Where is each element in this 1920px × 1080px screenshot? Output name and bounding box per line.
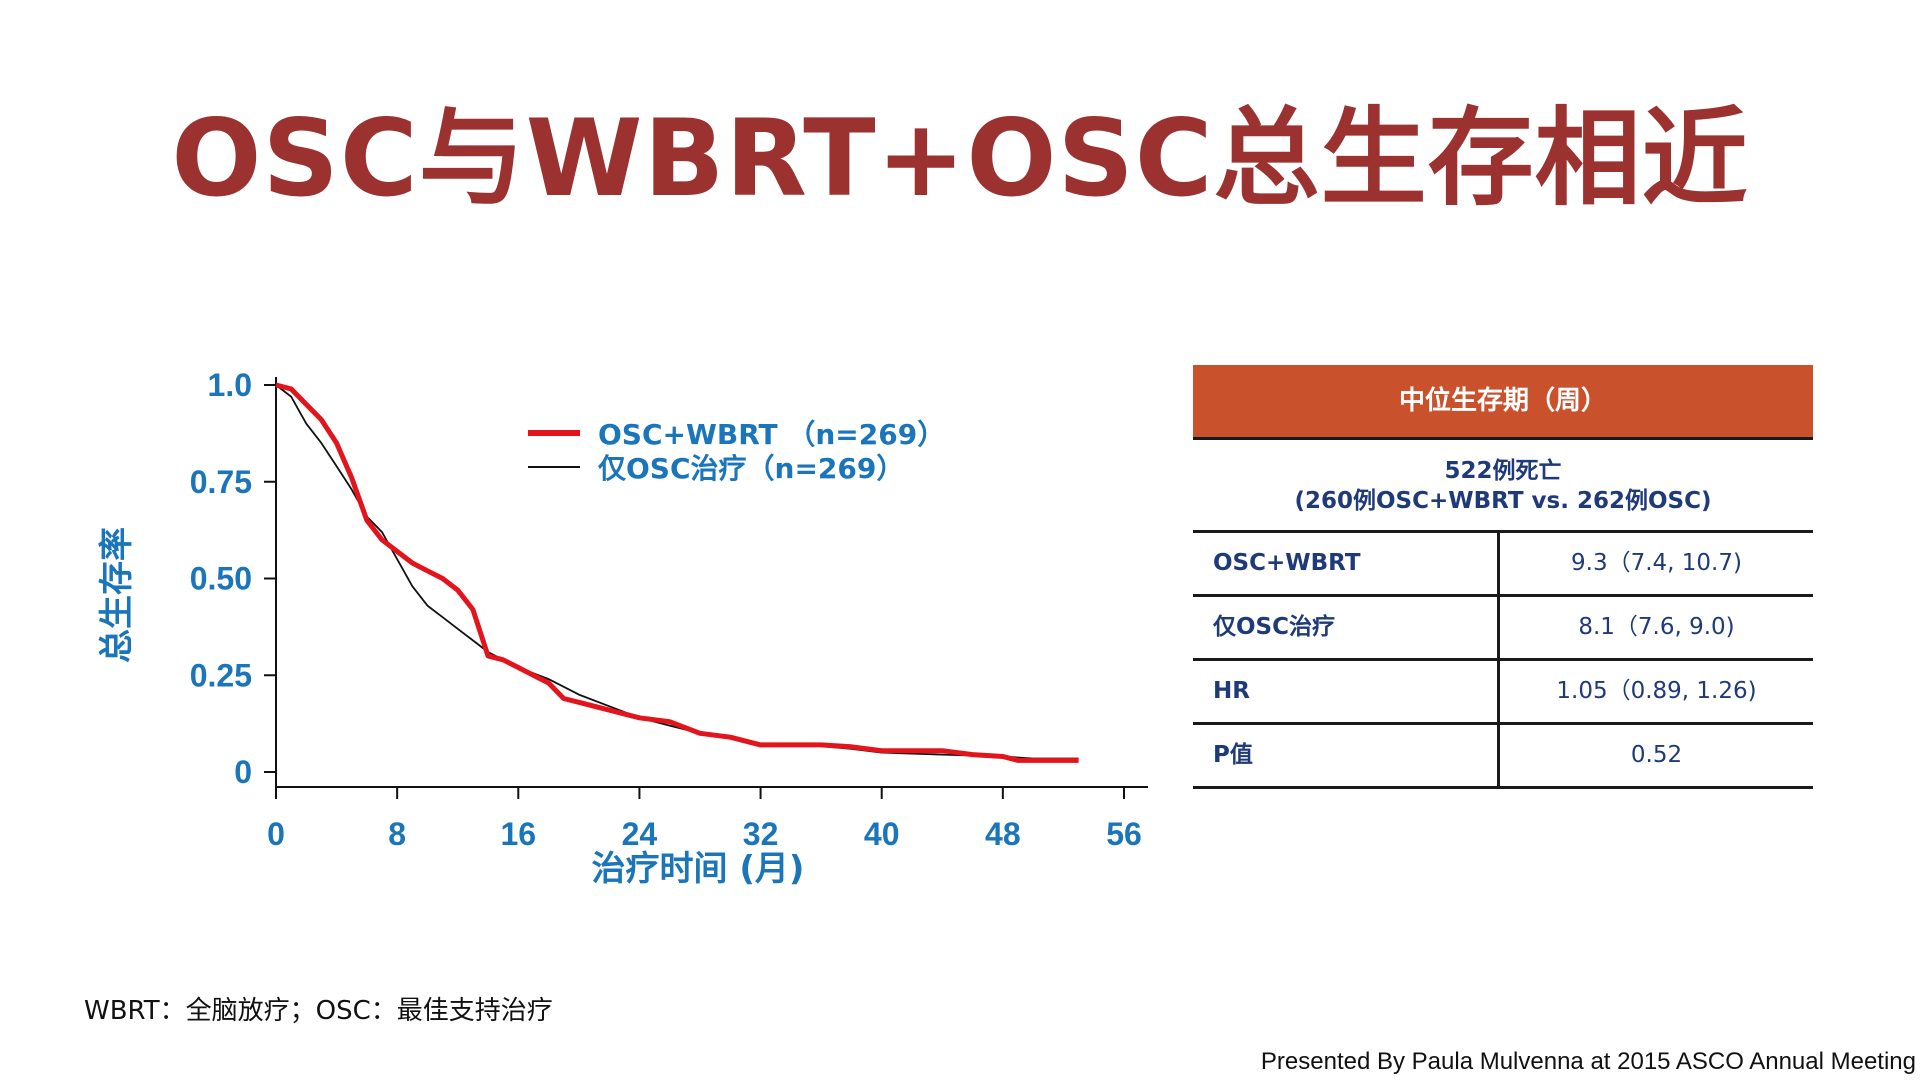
legend-label-osc-only: 仅OSC治疗（n=269）: [598, 452, 904, 485]
y-tick-label: 1.0: [208, 367, 252, 403]
row-label: P值: [1193, 725, 1500, 786]
x-axis-ticks: 0 8 16 24 32 40 48 56: [267, 787, 1142, 852]
table-subheader: 522例死亡 (260例OSC+WBRT vs. 262例OSC): [1193, 440, 1813, 533]
slide-title: OSC与WBRT+OSC总生存相近: [171, 97, 1749, 220]
series-layer: [275, 382, 1079, 763]
row-value: 9.3（7.4, 10.7): [1571, 550, 1742, 576]
x-tick-label: 56: [1106, 816, 1142, 852]
x-tick-label: 48: [985, 816, 1021, 852]
y-axis-title: 总生存率: [97, 527, 137, 663]
row-value: 0.52: [1630, 742, 1683, 768]
y-tick-label: 0: [234, 754, 252, 790]
x-tick-label: 40: [864, 816, 900, 852]
table-row-osc-wbrt: OSC+WBRT 9.3（7.4, 10.7): [1193, 533, 1813, 597]
series-line-osc-wbrt: [275, 382, 1079, 763]
row-label: OSC+WBRT: [1193, 533, 1500, 594]
row-label: HR: [1193, 661, 1500, 722]
median-survival-table: 中位生存期（周） 522例死亡 (260例OSC+WBRT vs. 262例OS…: [1193, 365, 1813, 789]
table-row-p-value: P值 0.52: [1193, 725, 1813, 789]
x-tick-label: 24: [622, 816, 658, 852]
subheader-breakdown: (260例OSC+WBRT vs. 262例OSC): [1294, 488, 1712, 514]
row-label: 仅OSC治疗: [1193, 597, 1500, 658]
x-tick-label: 16: [500, 816, 536, 852]
table-header: 中位生存期（周）: [1193, 365, 1813, 440]
survival-chart: 0 0.25 0.50 0.75 1.0 0 8 16 24 32 40 48 56 总生存率 治疗时…: [97, 367, 1148, 889]
y-tick-label: 0.25: [190, 657, 252, 693]
legend: OSC+WBRT （n=269） 仅OSC治疗（n=269）: [528, 418, 945, 485]
legend-label-osc-wbrt: OSC+WBRT （n=269）: [598, 418, 945, 451]
y-tick-label: 0.75: [190, 464, 252, 500]
y-axis-ticks: 0 0.25 0.50 0.75 1.0: [190, 367, 276, 790]
x-tick-label: 8: [388, 816, 406, 852]
x-tick-label: 0: [267, 816, 285, 852]
row-value: 1.05（0.89, 1.26): [1556, 678, 1757, 704]
footnote: WBRT：全脑放疗；OSC：最佳支持治疗: [84, 996, 553, 1026]
y-tick-label: 0.50: [190, 561, 252, 597]
table-row-hr: HR 1.05（0.89, 1.26): [1193, 661, 1813, 725]
x-axis-title: 治疗时间 (月): [592, 849, 805, 889]
x-tick-label: 32: [743, 816, 779, 852]
subheader-deaths: 522例死亡: [1444, 458, 1562, 484]
table-row-osc-only: 仅OSC治疗 8.1（7.6, 9.0): [1193, 597, 1813, 661]
row-value: 8.1（7.6, 9.0): [1578, 614, 1735, 640]
presenter-credit: Presented By Paula Mulvenna at 2015 ASCO…: [1260, 1048, 1916, 1075]
